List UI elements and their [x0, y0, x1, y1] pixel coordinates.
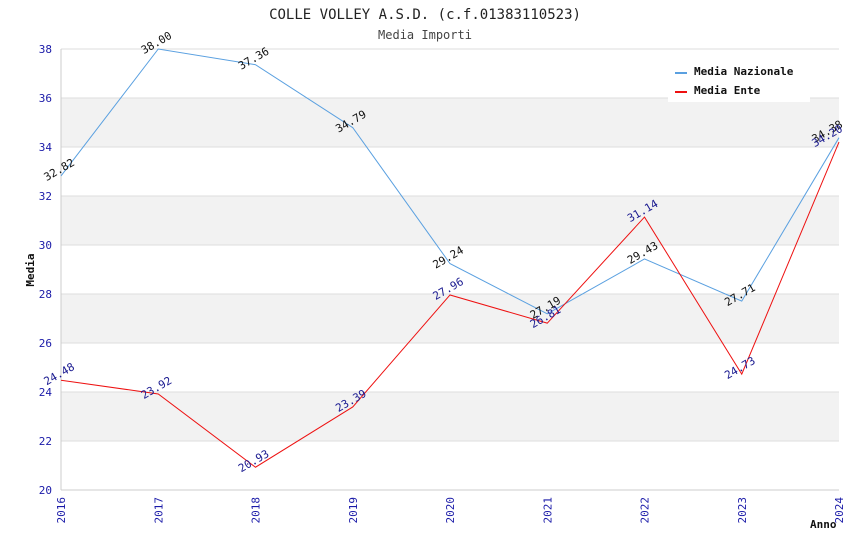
y-tick-label: 34: [39, 141, 53, 154]
x-tick-label: 2016: [55, 497, 68, 524]
y-tick-labels: 20 22 24 26 28 30 32 34 36 38: [39, 43, 53, 497]
y-tick-label: 24: [39, 386, 53, 399]
y-tick-label: 30: [39, 239, 52, 252]
plot-band: [61, 294, 839, 343]
x-tick-label: 2018: [250, 497, 263, 524]
y-tick-label: 38: [39, 43, 52, 56]
data-label: 24.48: [42, 360, 77, 388]
x-tick-label: 2024: [833, 497, 846, 524]
series-lines: [60, 48, 840, 468]
y-tick-label: 22: [39, 435, 52, 448]
plot-bands: [61, 98, 839, 441]
series-line-media-ente: [60, 141, 840, 468]
legend-label-media-ente: Media Ente: [694, 84, 761, 97]
y-tick-label: 32: [39, 190, 52, 203]
data-label: 24.73: [722, 354, 757, 382]
legend: Media Nazionale Media Ente: [668, 58, 810, 102]
x-tick-label: 2022: [639, 497, 652, 524]
y-tick-label: 20: [39, 484, 52, 497]
x-tick-label: 2019: [347, 497, 360, 524]
x-tick-label: 2021: [541, 497, 554, 524]
data-label: 32.82: [42, 156, 77, 184]
y-tick-label: 28: [39, 288, 52, 301]
x-tick-label: 2023: [736, 497, 749, 524]
plot-band: [61, 392, 839, 441]
plot-band: [61, 196, 839, 245]
data-label: 38.00: [139, 29, 174, 57]
x-tick-label: 2020: [444, 497, 457, 524]
plot-band: [61, 98, 839, 147]
y-tick-label: 26: [39, 337, 52, 350]
x-tick-label: 2017: [152, 497, 165, 524]
series-line-media-nazionale: [60, 48, 840, 315]
legend-label-media-nazionale: Media Nazionale: [694, 65, 794, 78]
y-axis-label: Media: [24, 253, 37, 286]
x-tick-labels: 2016 2017 2018 2019 2020 2021 2022 2023 2024: [55, 497, 846, 524]
data-label: 29.24: [431, 243, 467, 271]
chart-title: COLLE VOLLEY A.S.D. (c.f.01383110523): [269, 7, 581, 23]
grid-lines: [61, 48, 839, 491]
axes: [60, 49, 839, 491]
data-label: 20.93: [236, 447, 271, 475]
legend-background: [668, 58, 810, 102]
y-tick-label: 36: [39, 92, 52, 105]
chart-subtitle: Media Importi: [378, 28, 472, 42]
x-axis-label: Anno: [810, 518, 837, 531]
